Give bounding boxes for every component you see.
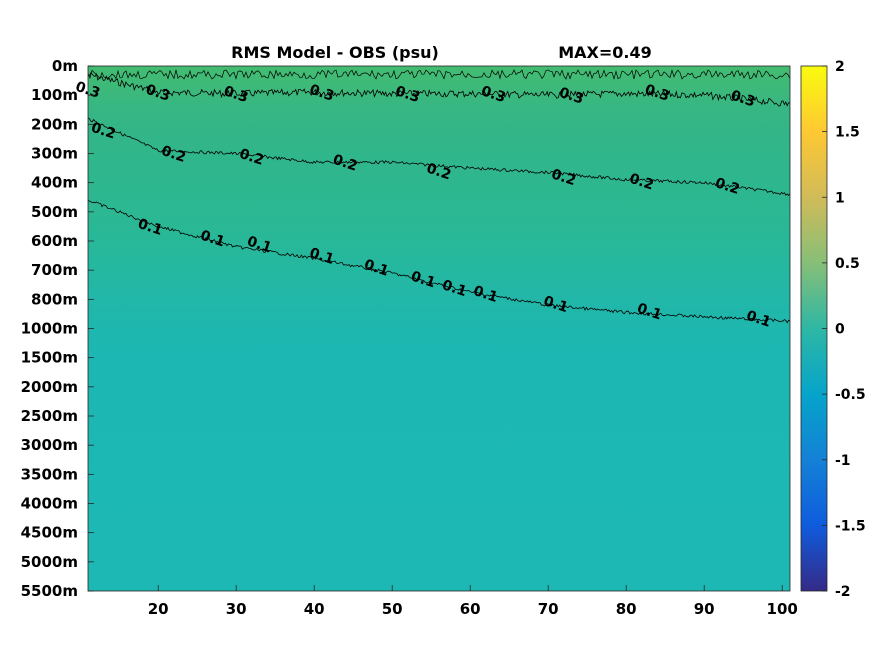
contour-label: 0.3 — [144, 82, 173, 105]
y-tick-label: 3000m — [21, 436, 78, 454]
surface-band — [88, 66, 790, 106]
contour-label: 0.3 — [307, 82, 336, 105]
contour-label: 0.2 — [549, 166, 578, 189]
contour-label: 0.2 — [713, 175, 742, 198]
x-tick-label: 40 — [304, 600, 325, 618]
contour-label: 0.2 — [627, 171, 656, 194]
contour-label: 0.1 — [307, 245, 336, 268]
contour-label: 0.1 — [471, 283, 500, 306]
x-tick-label: 30 — [226, 600, 247, 618]
contour-label: 0.3 — [557, 85, 586, 108]
y-tick-label: 2000m — [21, 378, 78, 396]
contour-line — [87, 117, 791, 197]
x-axis: 20 30 40 50 60 70 80 90 100 — [148, 585, 798, 618]
y-tick-label: 100m — [31, 86, 78, 104]
plot-area: 0.3 0.3 0.3 0.3 0.3 0.3 0.3 0.3 0.30.20.2 0.2 0.2 0… — [73, 65, 791, 592]
contour-label: 0.1 — [136, 216, 165, 239]
contour-label: 0.2 — [331, 152, 360, 175]
colorbar-tick-label: 1.5 — [835, 125, 860, 141]
y-tick-label: 1500m — [21, 349, 78, 367]
y-tick-label: 300m — [31, 145, 78, 163]
x-tick-label: 90 — [694, 600, 715, 618]
y-tick-label: 600m — [31, 232, 78, 250]
colorbar-tick-label: 0 — [835, 322, 845, 338]
colorbar-tick-label: -0.5 — [835, 387, 866, 403]
contour-label: 0.1 — [541, 293, 570, 316]
y-tick-label: 5500m — [21, 582, 78, 600]
contour-line — [87, 72, 791, 107]
y-tick-label: 800m — [31, 290, 78, 308]
contour-label: 0.3 — [222, 83, 251, 106]
y-tick-label: 200m — [31, 115, 78, 133]
contour-label: 0.1 — [635, 301, 664, 324]
colorbar-tick-label: -1 — [835, 453, 851, 469]
contour-label: 0.1 — [245, 233, 274, 256]
x-tick-label: 80 — [616, 600, 637, 618]
contour-label: 0.1 — [440, 277, 469, 300]
contour-lines — [87, 69, 791, 324]
y-tick-label: 700m — [31, 261, 78, 279]
colorbar: 2 1.5 1 0.5 0 -0.5 -1 -1.5 -2 — [800, 59, 866, 600]
y-tick-label: 0m — [52, 57, 78, 75]
y-tick-label: 2500m — [21, 407, 78, 425]
y-tick-label: 4500m — [21, 524, 78, 542]
contour-label: 0.1 — [744, 308, 773, 331]
contour-label: 0.1 — [409, 268, 438, 291]
contour-label: 0.2 — [237, 146, 266, 169]
colorbar-tick-label: -2 — [835, 584, 851, 600]
contour-label: 0.2 — [89, 120, 118, 143]
x-tick-label: 60 — [460, 600, 481, 618]
colorbar-tick-label: -1.5 — [835, 518, 866, 534]
y-tick-label: 5000m — [21, 553, 78, 571]
y-axis: 0m 100m 200m 300m 400m 500m 600m 700m 800m 1000m 1… — [21, 57, 94, 600]
contour-label: 0.2 — [159, 143, 188, 166]
x-tick-label: 100 — [767, 600, 798, 618]
heatmap-field — [88, 66, 790, 591]
contour-labels: 0.3 0.3 0.3 0.3 0.3 0.3 0.3 0.3 0.30.20.2 0.2 0.2 0… — [73, 79, 772, 331]
y-tick-label: 400m — [31, 174, 78, 192]
colorbar-tick-label: 0.5 — [835, 256, 860, 272]
contour-label: 0.3 — [729, 88, 758, 111]
contour-label: 0.1 — [362, 257, 391, 280]
contour-line — [87, 200, 791, 324]
y-tick-label: 500m — [31, 203, 78, 221]
colorbar-tick-label: 1 — [835, 190, 845, 206]
contour-label: 0.2 — [424, 161, 453, 184]
y-tick-label: 3500m — [21, 465, 78, 483]
chart-title: RMS Model - OBS (psu) — [231, 43, 439, 62]
y-tick-label: 1000m — [21, 320, 78, 338]
contour-label: 0.3 — [479, 83, 508, 106]
x-tick-label: 70 — [538, 600, 559, 618]
contour-label: 0.1 — [198, 228, 227, 251]
contour-label: 0.3 — [643, 82, 672, 105]
colorbar-ticks: 2 1.5 1 0.5 0 -0.5 -1 -1.5 -2 — [822, 59, 866, 600]
x-tick-label: 20 — [148, 600, 169, 618]
colorbar-tick-label: 2 — [835, 59, 845, 75]
max-label: MAX=0.49 — [558, 43, 652, 62]
x-tick-label: 50 — [382, 600, 403, 618]
contour-label: 0.3 — [393, 83, 422, 106]
surface-noise-line — [87, 69, 791, 81]
y-tick-label: 4000m — [21, 495, 78, 513]
